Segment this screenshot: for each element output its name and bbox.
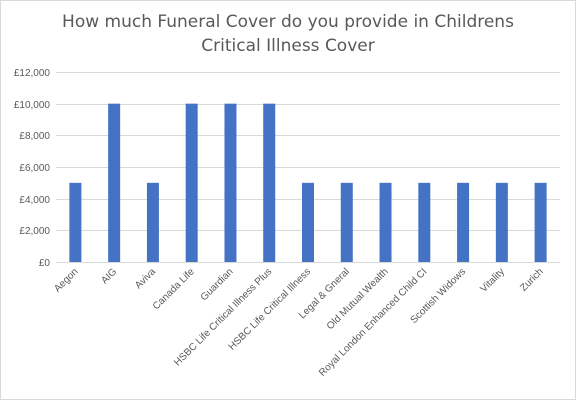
y-tick-label: £2,000	[19, 226, 50, 237]
bar	[302, 182, 314, 262]
bar	[379, 182, 392, 262]
x-tick-label: Vitality	[478, 266, 506, 294]
x-tick-label: Guardian	[199, 266, 236, 303]
y-tick-label: £6,000	[19, 163, 50, 174]
y-tick-label: £12,000	[14, 68, 51, 79]
bar	[534, 182, 547, 262]
bar	[69, 182, 82, 262]
y-tick-label: £8,000	[19, 131, 50, 142]
bar	[185, 103, 198, 263]
x-tick-label: AIG	[99, 266, 119, 286]
bar	[108, 103, 121, 263]
bar	[146, 182, 159, 262]
chart-title-line-1: How much Funeral Cover do you provide in…	[62, 12, 514, 32]
x-tick-label: Zurich	[518, 266, 545, 293]
chart-title: How much Funeral Cover do you provide in…	[0, 10, 576, 58]
bar	[457, 182, 470, 262]
bar	[418, 182, 431, 262]
bar	[495, 182, 508, 262]
chart-title-line-2: Critical Illness Cover	[201, 36, 375, 56]
bar	[340, 182, 353, 262]
y-tick-label: £10,000	[14, 100, 51, 111]
x-tick-label: Canada Life	[151, 266, 197, 312]
bar	[224, 103, 237, 263]
y-tick-label: £4,000	[19, 195, 50, 206]
y-tick-label: £0	[39, 258, 51, 269]
x-tick-label: Aviva	[133, 266, 158, 291]
bar	[263, 103, 276, 263]
x-tick-label: Aegon	[52, 266, 80, 294]
